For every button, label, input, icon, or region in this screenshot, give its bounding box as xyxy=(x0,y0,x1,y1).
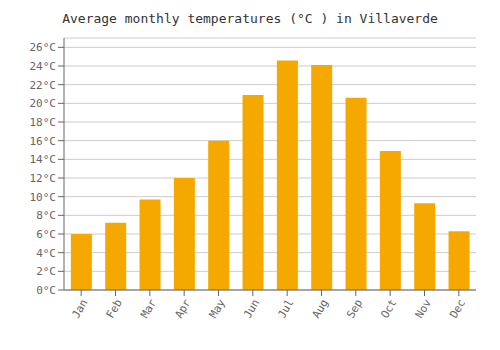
svg-text:22°C: 22°C xyxy=(30,79,57,92)
svg-text:Nov: Nov xyxy=(413,297,434,321)
svg-text:Sep: Sep xyxy=(344,297,365,321)
svg-text:16°C: 16°C xyxy=(30,135,57,148)
svg-text:26°C: 26°C xyxy=(30,41,57,54)
svg-text:0°C: 0°C xyxy=(36,284,56,297)
svg-text:Mar: Mar xyxy=(138,297,159,321)
svg-text:Apr: Apr xyxy=(172,297,193,321)
svg-text:Oct: Oct xyxy=(378,297,399,321)
svg-text:20°C: 20°C xyxy=(30,97,57,110)
svg-text:Jun: Jun xyxy=(241,297,262,321)
svg-text:8°C: 8°C xyxy=(36,209,56,222)
svg-text:Feb: Feb xyxy=(104,297,125,321)
svg-text:Jan: Jan xyxy=(69,297,90,321)
svg-text:12°C: 12°C xyxy=(30,172,57,185)
svg-text:May: May xyxy=(207,297,228,321)
svg-text:Jul: Jul xyxy=(275,297,296,321)
html-text:Average monthly temperatures (: Average monthly temperatures (°C ) in Vi… xyxy=(62,11,438,26)
svg-text:4°C: 4°C xyxy=(36,247,56,260)
svg-text:10°C: 10°C xyxy=(30,191,57,204)
svg-text:14°C: 14°C xyxy=(30,153,57,166)
svg-text:Aug: Aug xyxy=(310,297,331,321)
svg-text:Dec: Dec xyxy=(447,297,468,321)
svg-text:6°C: 6°C xyxy=(36,228,56,241)
svg-text:18°C: 18°C xyxy=(30,116,57,129)
svg-text:24°C: 24°C xyxy=(30,60,57,73)
svg-text:2°C: 2°C xyxy=(36,265,56,278)
